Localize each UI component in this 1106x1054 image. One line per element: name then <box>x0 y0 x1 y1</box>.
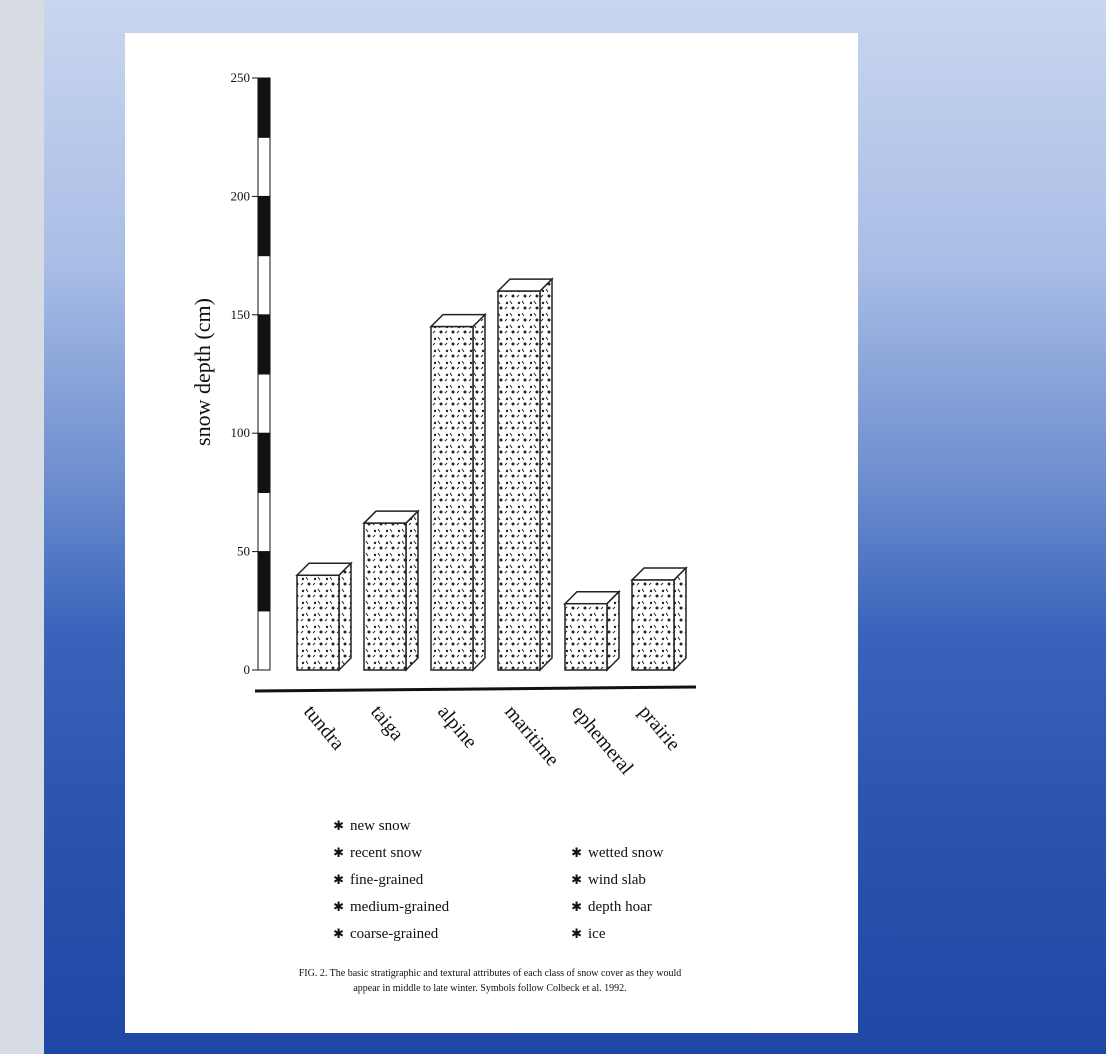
legend-label: ice <box>588 926 606 942</box>
legend-label: fine-grained <box>350 872 424 888</box>
caption: appear in middle to late winter. Symbols… <box>353 983 626 994</box>
bar-side <box>607 592 619 670</box>
legend-symbol: ✱ <box>333 926 344 941</box>
legend-symbol: ✱ <box>333 872 344 887</box>
legend-symbol: ✱ <box>571 899 582 914</box>
ruler-segment <box>258 552 270 611</box>
y-tick-label: 250 <box>231 70 251 85</box>
legend-symbol: ✱ <box>333 818 344 833</box>
legend-label: coarse-grained <box>350 926 439 942</box>
bar <box>498 291 540 670</box>
bar-side <box>674 568 686 670</box>
bar <box>632 580 674 670</box>
legend-symbol: ✱ <box>571 845 582 860</box>
baseline <box>255 687 696 691</box>
x-tick-label: tundra <box>299 701 349 754</box>
caption: FIG. 2. The basic stratigraphic and text… <box>299 968 681 979</box>
ruler-segment <box>258 492 270 551</box>
y-axis-label: snow depth (cm) <box>190 298 215 446</box>
y-tick-label: 150 <box>231 307 251 322</box>
legend-label: recent snow <box>350 845 422 861</box>
legend-symbol: ✱ <box>571 872 582 887</box>
y-tick-label: 100 <box>231 425 251 440</box>
y-tick-label: 200 <box>231 188 251 203</box>
x-tick-label: ephemeral <box>567 701 638 779</box>
bar-side <box>473 315 485 670</box>
chart: snow depth (cm) 0 50 100 150 200 250 tundra tai… <box>0 0 1106 1054</box>
bar-side <box>540 279 552 670</box>
bar <box>364 523 406 670</box>
y-tick-label: 0 <box>244 662 251 677</box>
bar-side <box>406 511 418 670</box>
bar <box>431 327 473 670</box>
bar <box>565 604 607 670</box>
x-tick-label: prairie <box>634 701 684 755</box>
ruler-segment <box>258 611 270 670</box>
legend-label: depth hoar <box>588 899 652 915</box>
legend-symbol: ✱ <box>333 845 344 860</box>
x-tick-label: maritime <box>500 701 563 771</box>
legend-label: medium-grained <box>350 899 450 915</box>
legend-label: wetted snow <box>588 845 664 861</box>
ruler-segment <box>258 78 270 137</box>
ruler-segment <box>258 137 270 196</box>
page: {"chart_data": {"type": "bar", "y_label"… <box>0 0 1106 1054</box>
legend-symbol: ✱ <box>571 926 582 941</box>
bar-side <box>339 563 351 670</box>
ruler-segment <box>258 374 270 433</box>
ruler-segment <box>258 256 270 315</box>
legend-symbol: ✱ <box>333 899 344 914</box>
legend-label: new snow <box>350 818 411 834</box>
ruler-segment <box>258 315 270 374</box>
ruler-segment <box>258 433 270 492</box>
x-tick-label: alpine <box>433 701 481 753</box>
legend-label: wind slab <box>588 872 646 888</box>
bar <box>297 575 339 670</box>
ruler-segment <box>258 196 270 255</box>
x-tick-label: taiga <box>366 701 408 745</box>
y-tick-label: 50 <box>237 544 250 559</box>
